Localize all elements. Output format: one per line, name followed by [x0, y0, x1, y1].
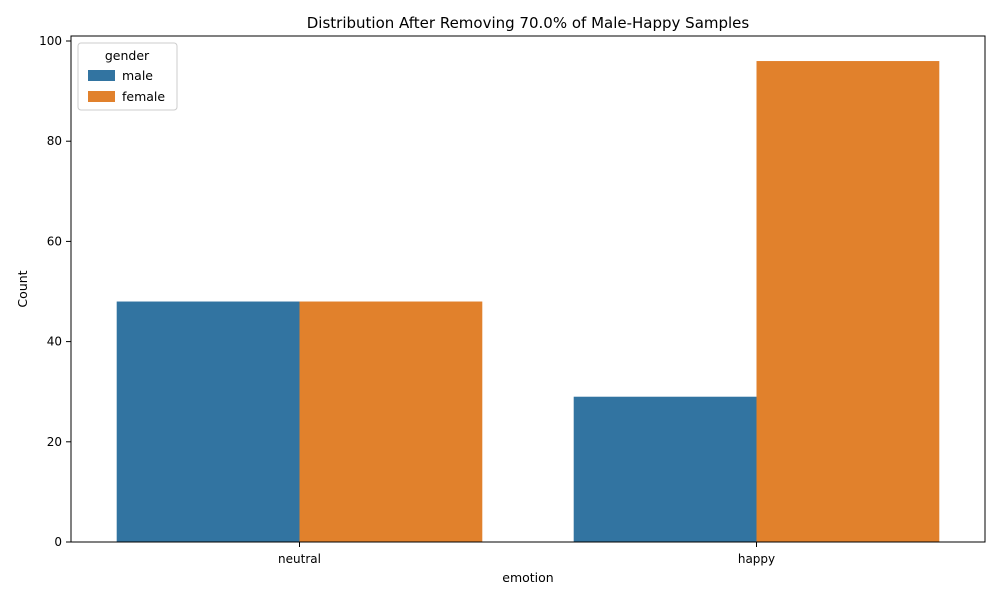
plot-frame — [70, 35, 986, 543]
bar-female-happy — [756, 61, 940, 543]
chart-title: Distribution After Removing 70.0% of Mal… — [307, 14, 750, 32]
y-axis-label: Count — [15, 270, 30, 307]
bars-group — [116, 61, 940, 543]
legend-title: gender — [105, 48, 150, 63]
legend-swatch-female — [88, 91, 115, 102]
axes-group: 0 20 40 60 80 100 neutral happy — [39, 34, 986, 566]
legend-label-female: female — [122, 89, 165, 104]
y-tick-label: 60 — [47, 234, 62, 248]
legend: gender male female — [77, 42, 178, 111]
x-tick-label: neutral — [278, 552, 321, 566]
bar-male-neutral — [116, 301, 300, 542]
x-tick-label: happy — [738, 552, 775, 566]
y-tick-label: 40 — [47, 335, 62, 349]
y-tick-label: 0 — [54, 535, 62, 549]
y-tick-label: 80 — [47, 134, 62, 148]
legend-label-male: male — [122, 68, 153, 83]
bar-male-happy — [573, 396, 757, 542]
bar-female-neutral — [299, 301, 483, 542]
y-tick-label: 100 — [39, 34, 62, 48]
legend-swatch-male — [88, 70, 115, 81]
y-tick-label: 20 — [47, 435, 62, 449]
x-axis-label: emotion — [502, 570, 553, 585]
